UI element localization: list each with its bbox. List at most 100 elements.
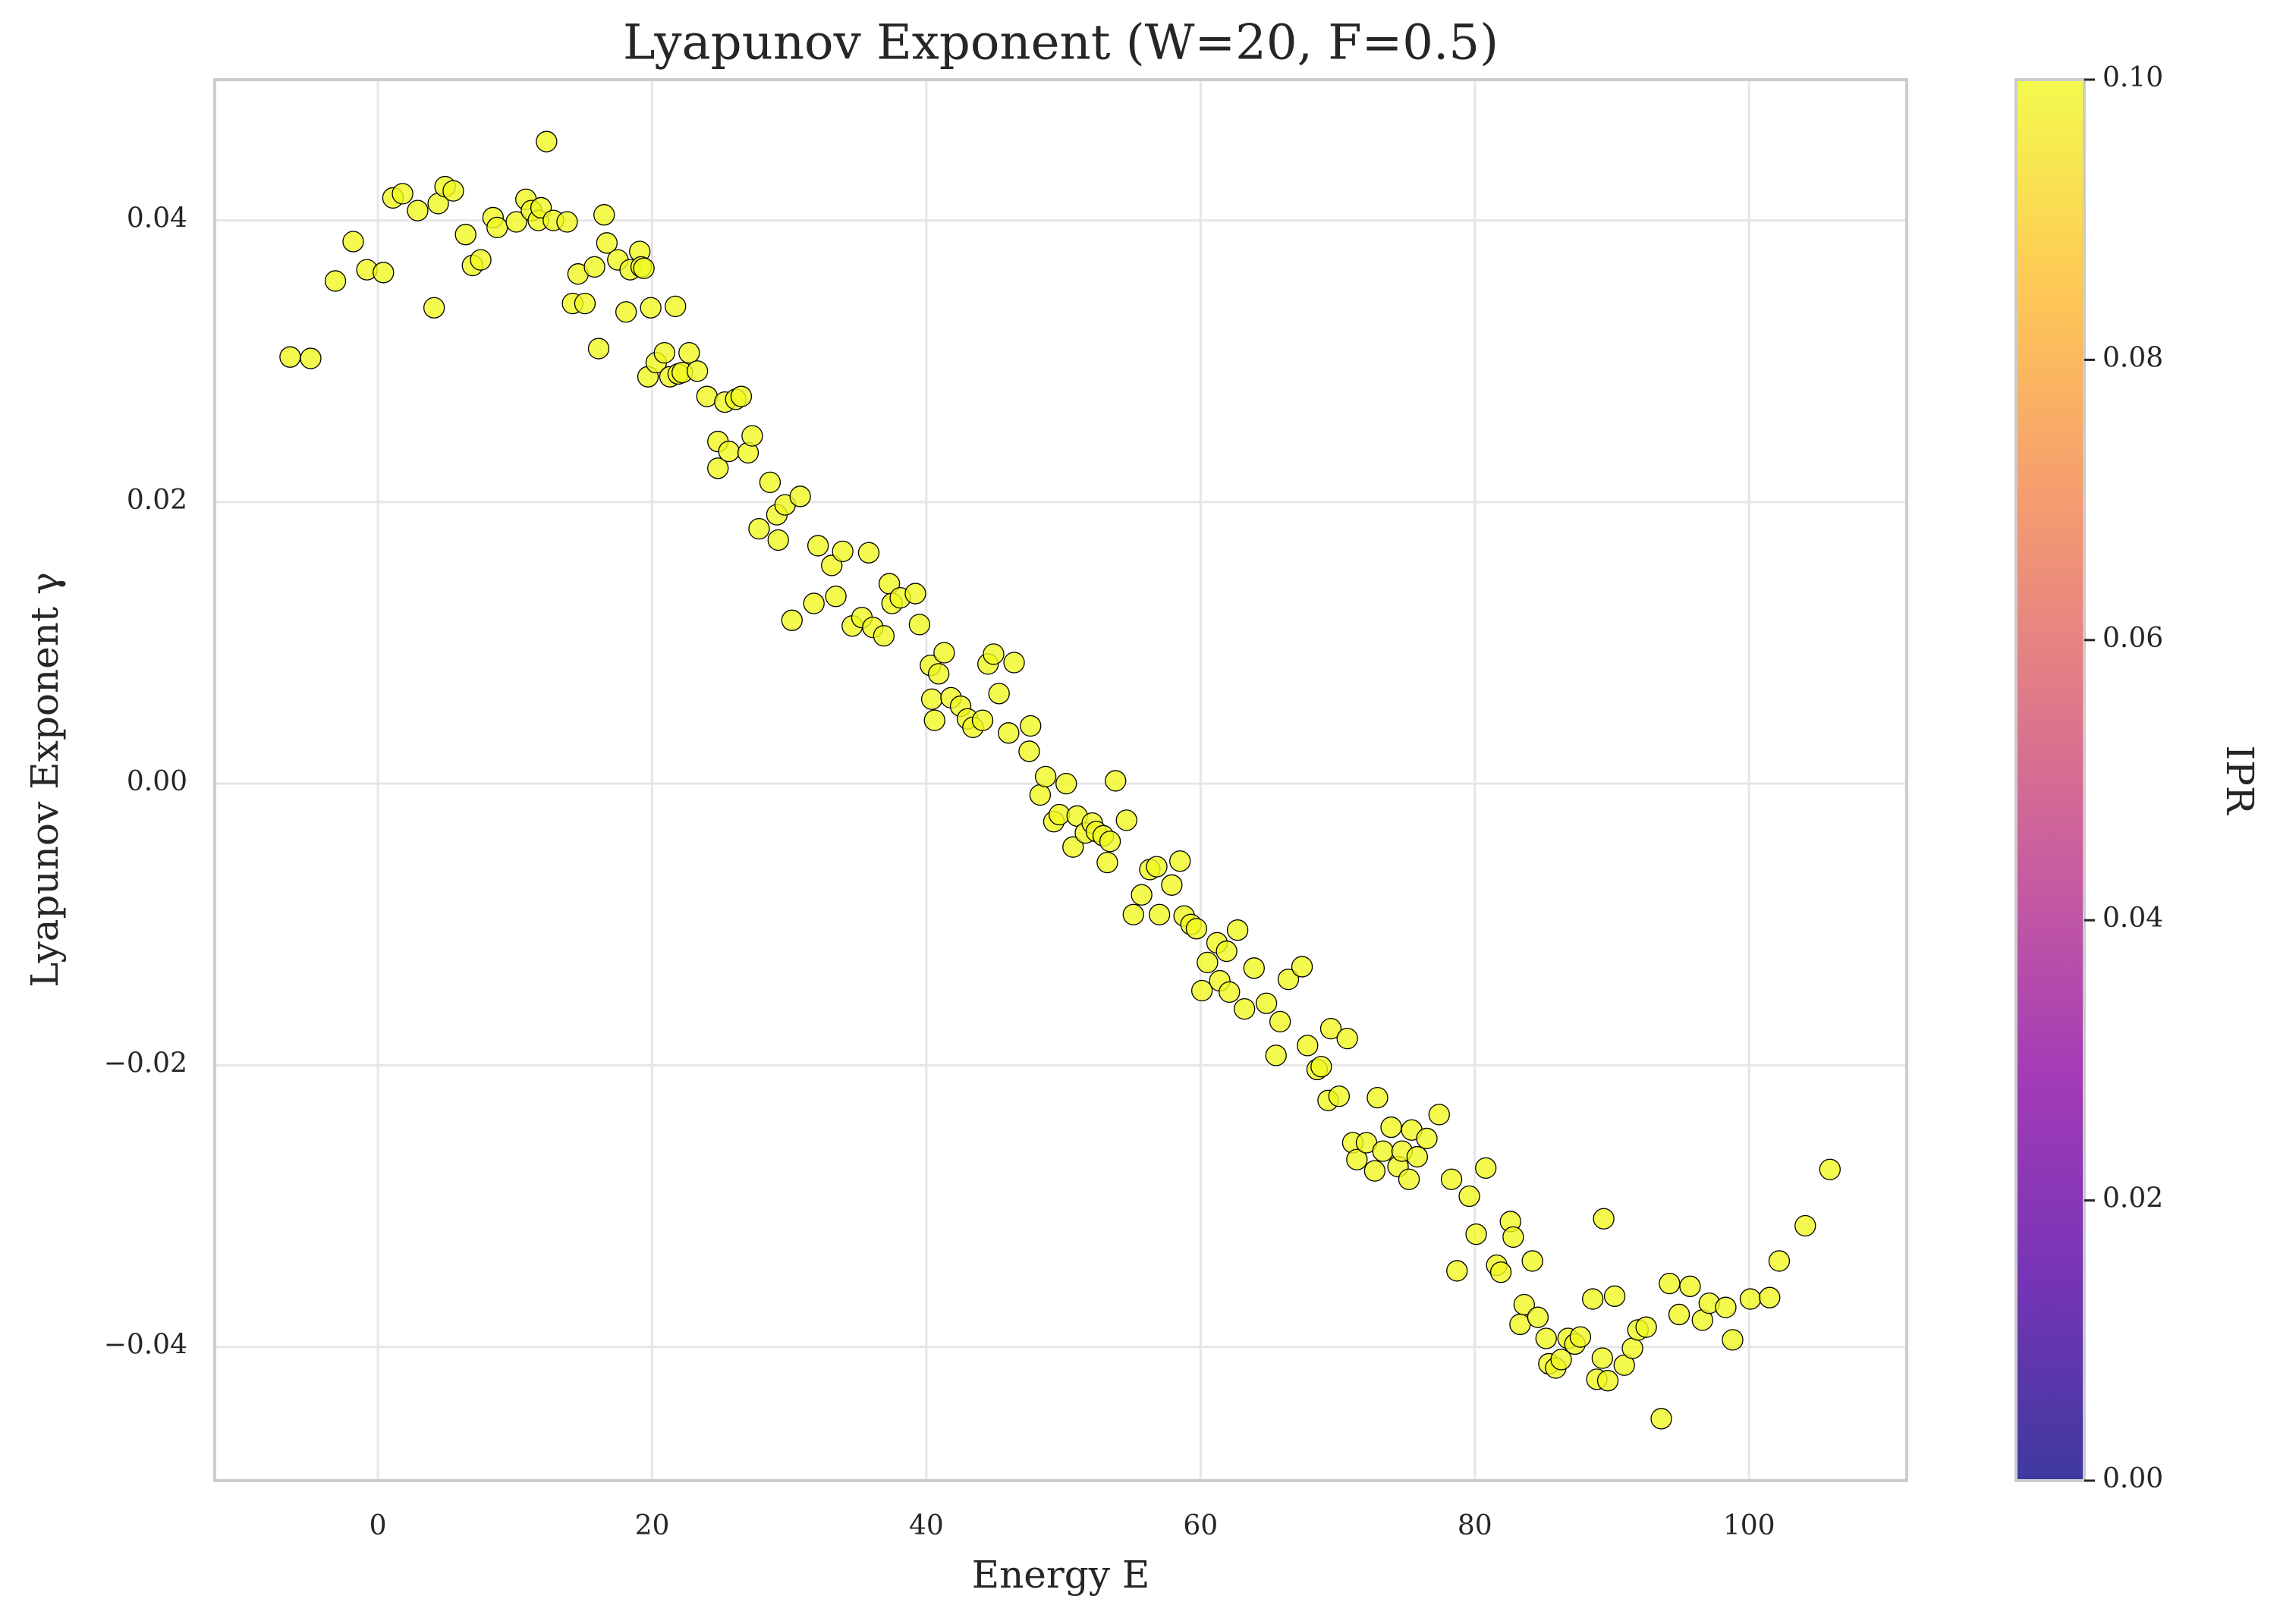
x-tick-label: 80 — [1458, 1510, 1492, 1541]
scatter-point — [1794, 1214, 1816, 1237]
scatter-point — [1535, 1327, 1557, 1349]
scatter-point — [928, 663, 950, 685]
scatter-point — [678, 341, 700, 364]
scatter-point — [1502, 1226, 1524, 1249]
x-tick-label: 20 — [635, 1510, 670, 1541]
scatter-point — [904, 583, 926, 605]
scatter-point — [1131, 884, 1153, 906]
scatter-point — [300, 347, 322, 369]
x-axis-label: Energy E — [972, 1553, 1150, 1597]
scatter-point — [1122, 903, 1144, 925]
scatter-point — [803, 592, 825, 614]
scatter-point — [1406, 1145, 1429, 1168]
scatter-point — [730, 385, 753, 407]
x-tick-label: 60 — [1183, 1510, 1218, 1541]
scatter-point — [1265, 1044, 1287, 1066]
scatter-point — [1819, 1158, 1841, 1180]
scatter-point — [1591, 1347, 1613, 1369]
y-tick-label: 0.04 — [127, 203, 187, 234]
scatter-point — [454, 224, 476, 246]
scatter-point — [807, 535, 829, 557]
scatter-point — [536, 130, 558, 152]
x-tick-label: 0 — [370, 1510, 387, 1541]
scatter-point — [587, 338, 610, 360]
scatter-point — [1105, 770, 1127, 792]
colorbar-tick-label: 0.06 — [2102, 623, 2163, 654]
scatter-point — [1603, 1285, 1626, 1307]
scatter-point — [1277, 969, 1300, 991]
scatter-point — [1049, 803, 1071, 826]
scatter-point — [1243, 957, 1265, 979]
scatter-point — [1521, 1250, 1543, 1272]
y-axis-label: Lyapunov Exponent γ — [23, 572, 67, 988]
scatter-point — [1596, 1370, 1619, 1392]
plot-frame — [213, 78, 1908, 1482]
scatter-point — [1219, 981, 1241, 1004]
scatter-point — [1372, 1140, 1394, 1162]
scatter-point — [983, 643, 1005, 665]
scatter-point — [1234, 997, 1256, 1020]
scatter-point — [633, 257, 655, 279]
scatter-point — [988, 683, 1010, 705]
scatter-point — [1255, 992, 1278, 1014]
scatter-point — [1226, 919, 1249, 941]
scatter-point — [1161, 874, 1183, 896]
scatter-point — [718, 440, 740, 463]
scatter-point — [1029, 784, 1052, 806]
scatter-point — [1346, 1148, 1368, 1170]
chart-title: Lyapunov Exponent (W=20, F=0.5) — [623, 15, 1499, 71]
scatter-point — [342, 231, 364, 253]
scatter-point — [1416, 1127, 1438, 1150]
scatter-point — [486, 216, 508, 239]
scatter-point — [1768, 1250, 1791, 1272]
scatter-point — [741, 425, 763, 447]
scatter-point — [1297, 1035, 1319, 1057]
scatter-point — [324, 270, 347, 292]
scatter-point — [1668, 1303, 1690, 1326]
y-tick-label: −0.04 — [104, 1330, 187, 1361]
scatter-point — [1759, 1286, 1781, 1308]
scatter-point — [1096, 851, 1118, 874]
scatter-point — [1328, 1085, 1350, 1107]
scatter-point — [1216, 940, 1238, 963]
scatter-point — [1722, 1329, 1744, 1351]
scatter-point — [1739, 1288, 1762, 1310]
scatter-point — [1185, 918, 1208, 940]
scatter-point — [1018, 740, 1040, 762]
scatter-point — [596, 232, 618, 254]
scatter-point — [1055, 772, 1077, 795]
scatter-point — [789, 485, 811, 507]
scatter-point — [640, 297, 662, 319]
scatter-point — [1715, 1296, 1737, 1318]
scatter-point — [1659, 1272, 1681, 1295]
colorbar-tick-label: 0.00 — [2102, 1463, 2163, 1494]
colorbar-tick-label: 0.10 — [2102, 62, 2163, 93]
scatter-point — [1269, 1010, 1291, 1033]
colorbar-tick-label: 0.08 — [2102, 342, 2163, 373]
scatter-point — [373, 262, 395, 284]
scatter-point — [1380, 1116, 1402, 1139]
scatter-point — [1465, 1223, 1487, 1245]
scatter-point — [1593, 1208, 1615, 1230]
scatter-point — [748, 518, 770, 540]
colorbar-tick-label: 0.04 — [2102, 903, 2163, 934]
scatter-point — [556, 211, 578, 233]
scatter-point — [1475, 1157, 1497, 1180]
scatter-point — [423, 297, 445, 319]
scatter-point — [1398, 1168, 1420, 1190]
scatter-point — [1428, 1104, 1450, 1126]
y-tick-label: 0.00 — [127, 766, 187, 797]
scatter-point — [1446, 1260, 1468, 1282]
scatter-point — [1527, 1306, 1549, 1328]
scatter-point — [1550, 1349, 1572, 1371]
scatter-point — [696, 385, 718, 407]
x-tick-label: 40 — [909, 1510, 944, 1541]
scatter-point — [505, 211, 527, 233]
scatter-point — [998, 722, 1020, 744]
scatter-point — [971, 709, 994, 731]
scatter-point — [1146, 856, 1168, 878]
scatter-point — [1569, 1326, 1592, 1348]
scatter-point — [781, 609, 803, 631]
